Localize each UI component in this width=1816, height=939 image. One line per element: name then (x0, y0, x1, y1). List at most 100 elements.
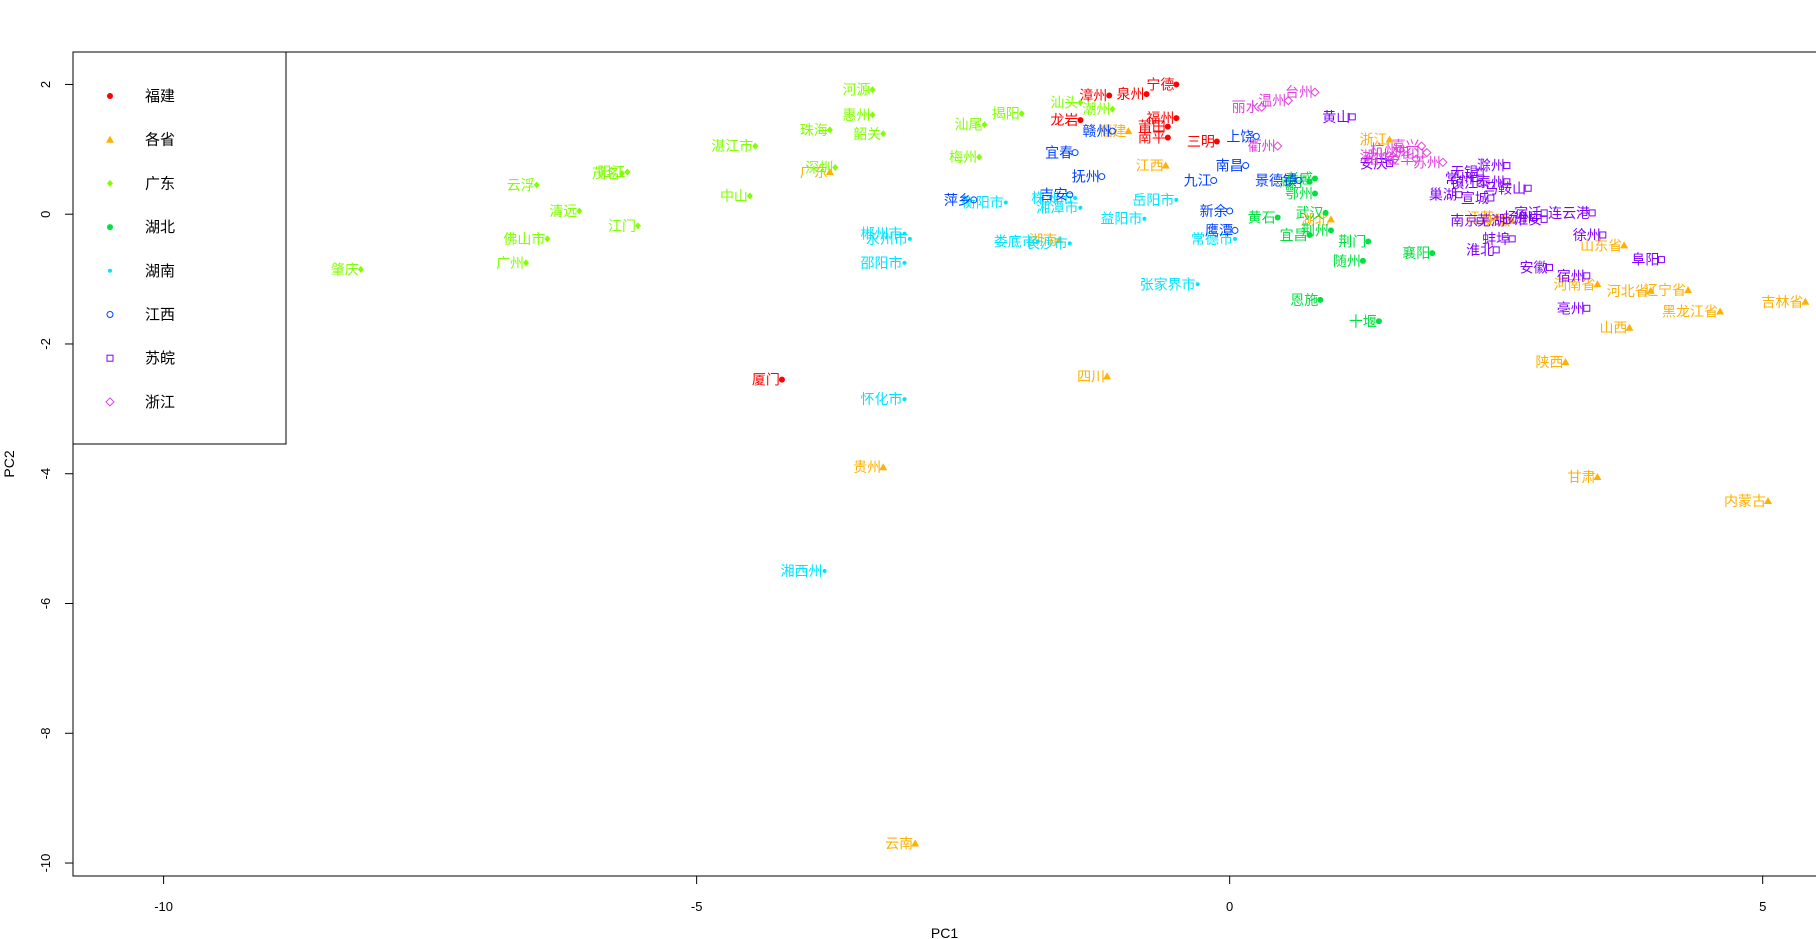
data-point (1106, 92, 1113, 99)
legend-label: 广东 (145, 174, 175, 192)
point-label: 萍乡 (944, 193, 972, 209)
point-label: 云浮 (507, 178, 535, 194)
data-point (1503, 178, 1511, 186)
data-point (1103, 372, 1112, 380)
point-label: 云南 (885, 837, 913, 853)
legend-label: 福建 (145, 87, 175, 105)
data-point (1233, 236, 1237, 241)
point-label: 长沙市 (1026, 235, 1068, 252)
point-label: 杭州 (1370, 142, 1398, 158)
data-point (825, 168, 834, 176)
data-point (1438, 157, 1448, 168)
x-tick-label: -5 (691, 899, 703, 914)
data-point (1252, 132, 1260, 140)
point-label: 随州 (1333, 254, 1361, 270)
point-label: 汕尾 (954, 118, 982, 134)
data-point (902, 397, 907, 402)
data-point (1395, 144, 1405, 155)
point-label: 鄂州 (1285, 186, 1313, 202)
point-label: 佛山市 (503, 231, 545, 248)
point-label: 福州 (1146, 111, 1174, 127)
point-label: 揭阳 (992, 107, 1020, 123)
y-axis-title: PC2 (1, 450, 17, 477)
point-label: 苏州 (1413, 155, 1441, 171)
data-point (1764, 496, 1773, 504)
point-label: 孝感 (1285, 171, 1313, 188)
data-point (1124, 127, 1133, 135)
data-point (1583, 272, 1591, 280)
x-tick-label: -10 (154, 899, 173, 914)
point-label: 黑龙江省 (1662, 305, 1718, 321)
point-label: 阜阳 (1631, 252, 1659, 269)
point-label: 甘肃 (1567, 470, 1595, 486)
data-point (1384, 151, 1395, 161)
data-point (778, 376, 785, 383)
point-label: 抚州 (1072, 170, 1100, 186)
y-tick-label: -6 (38, 598, 53, 610)
point-label: 漳州 (1079, 87, 1107, 104)
data-point (1385, 135, 1394, 143)
data-point (1071, 149, 1079, 157)
point-label: 舟山 (1397, 146, 1425, 162)
data-point (1529, 213, 1537, 221)
data-point (1471, 175, 1479, 183)
legend-marker (107, 224, 113, 231)
data-point (1295, 176, 1303, 184)
point-label: 黄山 (1322, 109, 1350, 126)
point-label: 吉安 (1040, 188, 1068, 204)
data-point (1077, 117, 1084, 124)
legend-marker (106, 135, 114, 143)
point-label: 宣城 (1461, 191, 1489, 207)
data-point (1561, 358, 1570, 366)
point-label: 南平 (1138, 131, 1166, 147)
data-point (1306, 231, 1313, 238)
point-label: 湘潭市 (1036, 200, 1078, 217)
point-label: 安徽 (1519, 260, 1547, 276)
data-point (826, 126, 833, 134)
point-label: 泉州 (1117, 86, 1145, 103)
point-label: 张家界市 (1140, 276, 1196, 293)
point-label: 浙江 (1360, 133, 1388, 149)
legend-label: 浙江 (145, 393, 175, 411)
legend-label: 湖北 (145, 218, 175, 236)
data-point (902, 231, 907, 236)
data-point (1256, 102, 1267, 112)
point-label: 江西 (1136, 159, 1164, 175)
point-label: 岳阳市 (1132, 192, 1174, 209)
data-point (907, 236, 912, 241)
data-point (1055, 236, 1064, 244)
data-point (1003, 200, 1008, 205)
point-label: 宿迁 (1514, 205, 1542, 222)
data-point (1545, 263, 1553, 271)
data-point (1375, 318, 1382, 325)
point-label: 衢州 (1248, 138, 1276, 155)
point-label: 扬州 (1503, 210, 1531, 226)
data-point (1593, 280, 1602, 288)
data-point (981, 121, 988, 129)
point-label: 梅州 (949, 150, 977, 166)
point-label: 邵阳市 (861, 255, 903, 272)
point-label: 徐州 (1573, 228, 1601, 244)
point-label: 汕头 (1050, 96, 1078, 112)
data-point (1588, 209, 1596, 217)
point-label: 广东 (800, 165, 828, 181)
y-tick-label: -10 (38, 854, 53, 873)
data-point (1077, 99, 1084, 107)
data-point (970, 196, 978, 204)
data-point (1390, 154, 1400, 164)
point-label: 亳州 (1557, 300, 1585, 317)
point-label: 河源 (843, 83, 871, 99)
data-point (544, 235, 551, 243)
data-point (879, 463, 888, 471)
y-tick-label: 2 (38, 81, 53, 88)
point-label: 鹰潭 (1205, 222, 1233, 239)
point-label: 温州 (1258, 94, 1286, 110)
data-point (1416, 141, 1427, 151)
point-label: 襄阳 (1402, 246, 1430, 262)
point-label: 河南省 (1553, 277, 1595, 293)
data-point (1359, 257, 1366, 264)
